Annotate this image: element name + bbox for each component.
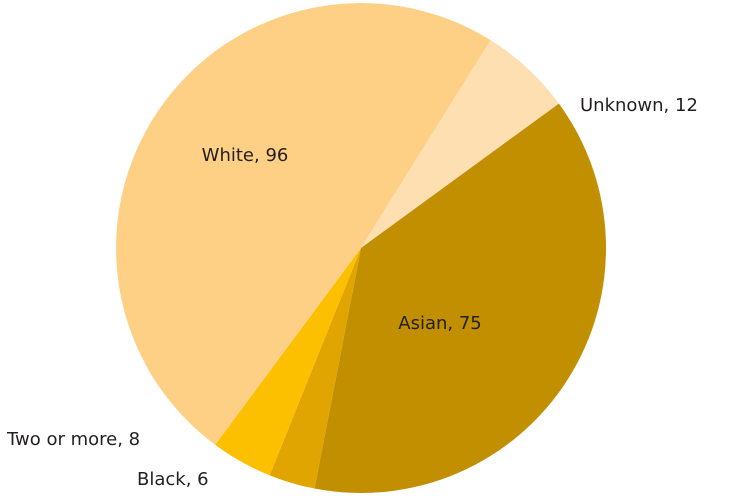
- pie-labels: White, 96 Unknown, 12 Asian, 75 Black, 6…: [6, 95, 698, 490]
- pie-slice-white: [116, 3, 491, 445]
- pie-slices: [116, 3, 607, 493]
- data-label-two-or-more: Two or more, 8: [6, 429, 140, 450]
- data-label-unknown: Unknown, 12: [580, 95, 698, 116]
- pie-slice-asian: [314, 103, 607, 493]
- data-label-black: Black, 6: [137, 469, 209, 490]
- pie-slice-two-or-more: [215, 248, 361, 476]
- data-label-asian: Asian, 75: [398, 313, 481, 334]
- pie-slice-unknown: [361, 40, 559, 249]
- data-label-white: White, 96: [202, 145, 289, 166]
- pie-slice-black: [269, 248, 361, 489]
